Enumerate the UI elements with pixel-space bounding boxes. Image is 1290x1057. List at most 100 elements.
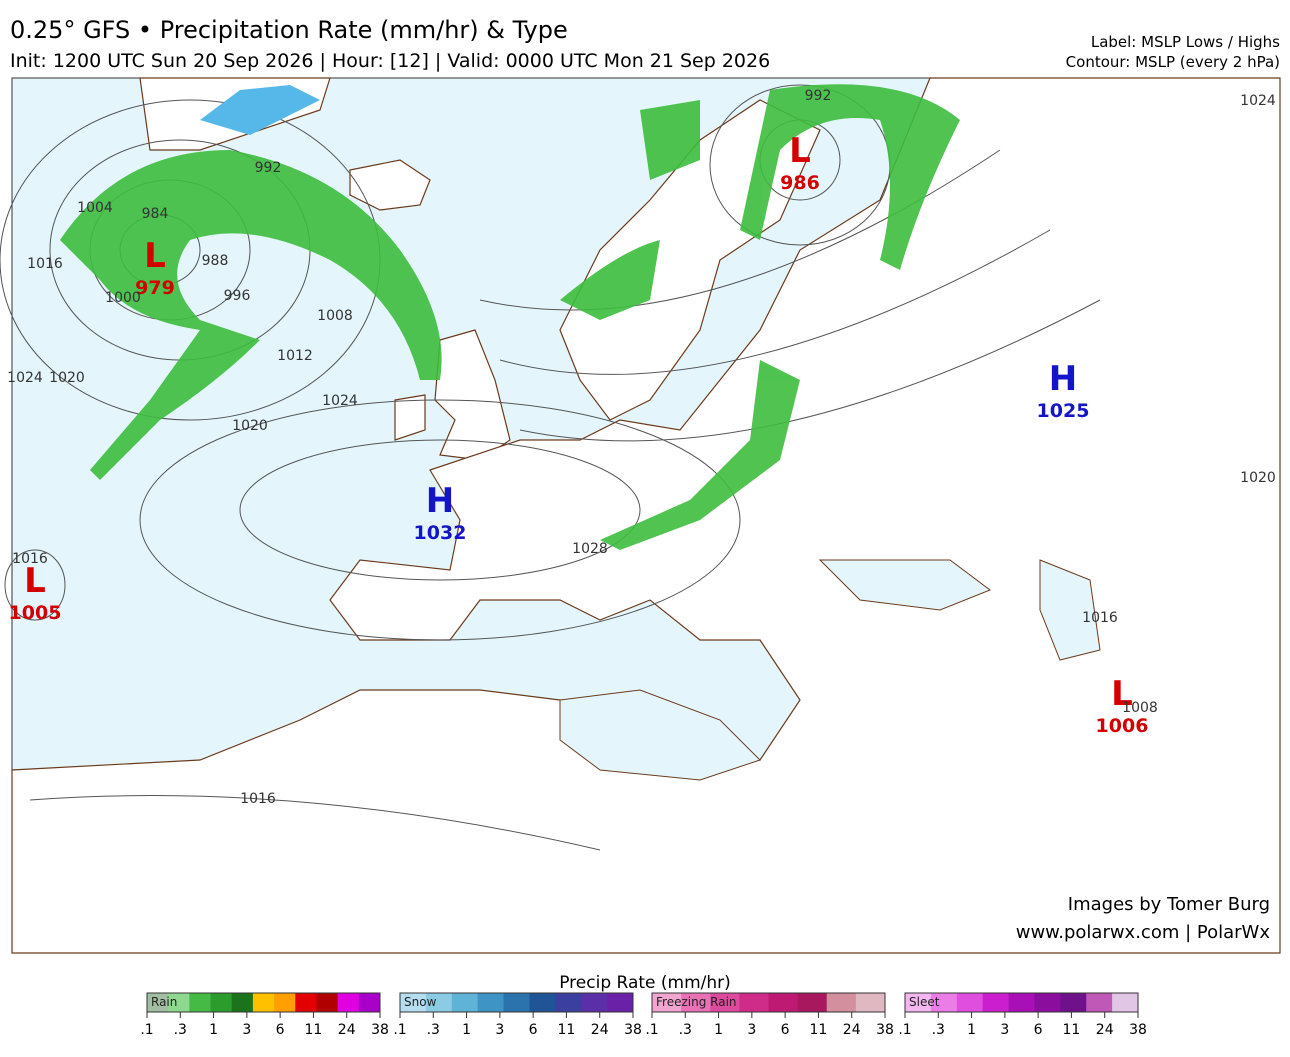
mediterranean — [559, 689, 761, 781]
contour-label: 1012 — [277, 348, 313, 364]
legend-swatch — [1034, 993, 1061, 1012]
title: 0.25° GFS • Precipitation Rate (mm/hr) &… — [10, 16, 568, 44]
legend-swatch — [797, 993, 828, 1012]
contour-label: 1028 — [572, 541, 608, 557]
contour-label: 1020 — [49, 370, 85, 386]
legend-swatch — [210, 993, 233, 1012]
iceland — [349, 159, 431, 211]
contour-label: 1024 — [322, 393, 358, 409]
seas — [559, 559, 1101, 781]
legend-swatch — [1060, 993, 1087, 1012]
legend-tick-label: 6 — [781, 1022, 790, 1038]
legend-swatch — [316, 993, 339, 1012]
contour-label: 996 — [224, 288, 251, 304]
legend-tick-label: .1 — [393, 1022, 406, 1038]
precipitation — [60, 84, 960, 550]
legend-swatch — [337, 993, 360, 1012]
subtitle: Init: 1200 UTC Sun 20 Sep 2026 | Hour: [… — [10, 50, 770, 72]
british-isles — [394, 329, 511, 461]
legend-group-name: Sleet — [909, 995, 940, 1009]
map — [0, 77, 1281, 954]
legend-frame — [651, 992, 886, 1013]
credit: www.polarwx.com | PolarWx — [1016, 922, 1271, 943]
legend-tick-label: 3 — [495, 1022, 504, 1038]
contour — [29, 149, 1101, 851]
legend-swatch — [400, 993, 427, 1012]
legend-swatch — [681, 993, 711, 1012]
legend-tick-label: .3 — [679, 1022, 692, 1038]
legend-swatch — [503, 993, 530, 1012]
legend-tick-label: 3 — [1000, 1022, 1009, 1038]
legend-swatch — [147, 993, 169, 1012]
contour-label: 1008 — [1122, 700, 1158, 716]
center-symbol: L — [1111, 674, 1133, 714]
legend-tick-label: 11 — [810, 1022, 828, 1038]
caspian-sea — [1039, 559, 1101, 661]
legend-frame — [399, 992, 634, 1013]
contour — [239, 439, 641, 581]
legend-swatch — [982, 993, 1010, 1012]
legend-tick-label: 1 — [209, 1022, 218, 1038]
legend-tick-label: .1 — [645, 1022, 658, 1038]
legend-tick-label: .1 — [898, 1022, 911, 1038]
legend-tick-label: .3 — [427, 1022, 440, 1038]
legend: Precip Rate (mm/hr) Rain.1.3 1 3 6 11 24 38Sno… — [140, 973, 1147, 1038]
center-value: 1005 — [9, 602, 62, 624]
center-value: 986 — [780, 172, 820, 194]
legend-tick-label: 24 — [1096, 1022, 1114, 1038]
center-symbol: H — [1049, 359, 1077, 399]
continent — [11, 77, 1281, 954]
legend-tick-label: 38 — [1129, 1022, 1147, 1038]
contour-label: 1016 — [240, 791, 276, 807]
legend-tick-label: .1 — [140, 1022, 153, 1038]
legend-title: Precip Rate (mm/hr) — [559, 973, 731, 993]
legend-tick-label: 3 — [242, 1022, 251, 1038]
front — [60, 150, 442, 480]
legend-tick-label: 1 — [462, 1022, 471, 1038]
legend-swatch — [956, 993, 984, 1012]
legend-swatch — [1112, 993, 1139, 1012]
legend-swatch — [252, 993, 275, 1012]
center-symbol: L — [789, 131, 811, 171]
center-value: 1006 — [1096, 715, 1149, 737]
legend-tick-label: 1 — [967, 1022, 976, 1038]
legend-swatch — [168, 993, 190, 1012]
center-symbol: H — [426, 481, 454, 521]
contour-label: 1024 — [7, 370, 43, 386]
legend-swatch — [189, 993, 212, 1012]
contour-label: 984 — [142, 206, 169, 222]
legend-frame — [146, 992, 381, 1013]
contour-label: 1004 — [77, 200, 113, 216]
legend-tick-label: 3 — [747, 1022, 756, 1038]
legend-swatch — [652, 993, 682, 1012]
legend-tick-label: 6 — [276, 1022, 285, 1038]
legend-group-name: Freezing Rain — [656, 995, 737, 1009]
contour-label: 988 — [202, 253, 229, 269]
legend-tick-label: 11 — [305, 1022, 323, 1038]
map-labels: L979L986H1025H1032L1005L1006992984988996… — [7, 88, 1276, 943]
contour — [4, 549, 66, 621]
contour-label: 992 — [255, 160, 282, 176]
legend-swatch — [710, 993, 740, 1012]
center-value: 979 — [135, 277, 175, 299]
center-symbol: L — [24, 561, 46, 601]
legend-group-name: Rain — [151, 995, 177, 1009]
rain-cell — [560, 100, 700, 320]
legend-swatch — [1008, 993, 1035, 1012]
legend-tick-label: 38 — [876, 1022, 894, 1038]
contour-label: 1008 — [317, 308, 353, 324]
legend-tick-label: 38 — [371, 1022, 389, 1038]
legend-swatch — [358, 993, 381, 1012]
legend-tick-label: 11 — [1063, 1022, 1081, 1038]
legend-swatch — [231, 993, 254, 1012]
label-note: Label: MSLP Lows / Highs — [1091, 33, 1280, 51]
contour-label: 1020 — [232, 418, 268, 434]
credit: Images by Tomer Burg — [1068, 894, 1270, 915]
legend-tick-label: 24 — [843, 1022, 861, 1038]
legend-tick-label: 6 — [1034, 1022, 1043, 1038]
contour-label: 1016 — [12, 551, 48, 567]
front — [600, 360, 800, 550]
contour-label: 992 — [805, 88, 832, 104]
contour-label: 1024 — [1240, 93, 1276, 109]
